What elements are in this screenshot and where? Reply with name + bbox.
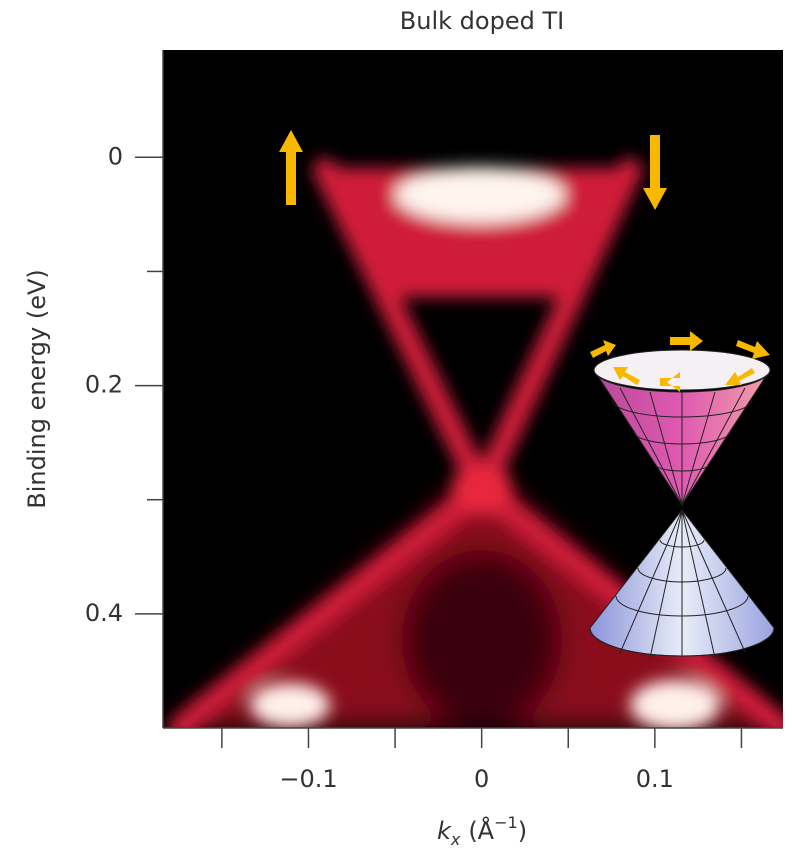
y-tick-label: 0.4 xyxy=(85,599,123,627)
x-label-subscript: x xyxy=(450,830,461,849)
x-label-exponent: −1 xyxy=(494,813,518,832)
y-tick-label: 0.2 xyxy=(85,371,123,399)
x-label-symbol: k xyxy=(437,817,452,845)
x-tick-label: −0.1 xyxy=(279,765,337,793)
x-tick-label: 0 xyxy=(474,765,489,793)
dirac-cone-inset xyxy=(589,349,775,659)
x-tick-label: 0.1 xyxy=(636,765,674,793)
y-tick-label: 0 xyxy=(108,142,123,170)
y-axis-label: Binding energy (eV) xyxy=(23,269,51,508)
chart-title: Bulk doped TI xyxy=(400,7,564,35)
x-label-close: ) xyxy=(518,817,527,845)
cone-spin-arrows xyxy=(590,331,770,392)
spin-arrows xyxy=(279,130,667,210)
x-label-unit: (Å xyxy=(468,816,494,845)
x-axis-label: kx (Å−1) xyxy=(437,813,527,849)
